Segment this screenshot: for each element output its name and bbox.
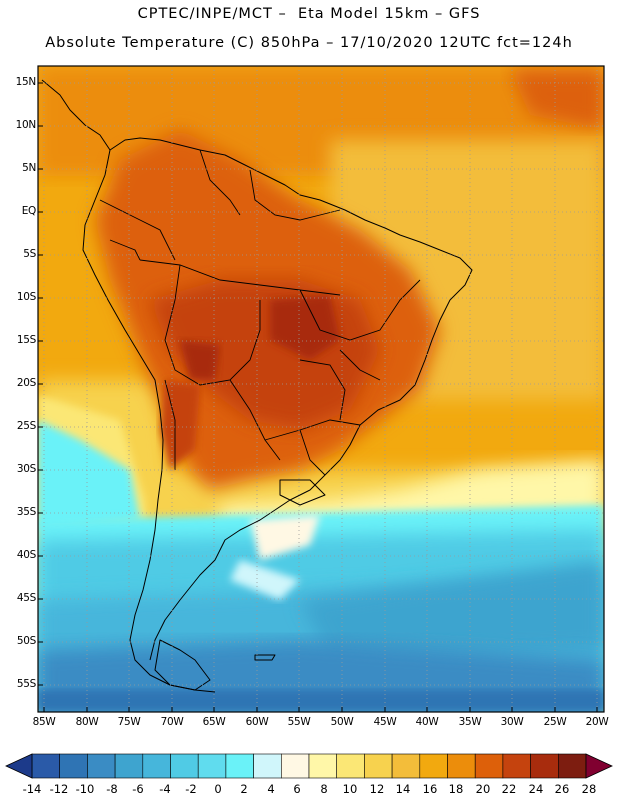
colorbar-min-arrow	[5, 753, 33, 779]
colorbar-swatch	[557, 753, 587, 779]
lon-label: 70W	[160, 716, 184, 728]
colorbar-label: -10	[75, 782, 95, 796]
colorbar-label: -12	[49, 782, 69, 796]
colorbar-swatch	[308, 753, 338, 779]
colorbar-swatch	[391, 753, 421, 779]
colorbar-swatch	[530, 753, 559, 779]
lat-label: EQ	[21, 205, 37, 217]
colorbar-swatch	[225, 753, 254, 779]
lon-label: 80W	[75, 716, 99, 728]
colorbar-label: -8	[106, 782, 118, 796]
colorbar-swatch	[114, 753, 144, 779]
colorbar-swatch	[87, 753, 116, 779]
colorbar-label: 2	[240, 782, 248, 796]
lat-label: 20S	[16, 377, 36, 389]
colorbar-label: 8	[320, 782, 328, 796]
lon-label: 65W	[202, 716, 226, 728]
lat-label: 15N	[15, 76, 37, 88]
colorbar-swatch	[280, 753, 310, 779]
colorbar-label: 22	[501, 782, 517, 796]
lon-label: 25W	[543, 716, 567, 728]
colorbar-label: 26	[554, 782, 570, 796]
colorbar-label: 20	[475, 782, 491, 796]
lon-label: 50W	[330, 716, 354, 728]
lat-label: 10S	[16, 291, 36, 303]
lat-label: 55S	[16, 678, 36, 690]
colorbar-label: 28	[581, 782, 597, 796]
lon-label: 45W	[373, 716, 397, 728]
map-frame	[37, 65, 605, 713]
lat-label: 30S	[16, 463, 36, 475]
lat-label: 45S	[16, 592, 36, 604]
colorbar-label: 18	[448, 782, 464, 796]
country-borders	[99, 149, 421, 476]
colorbar-swatch	[142, 753, 171, 779]
colorbar-label: 6	[293, 782, 301, 796]
lon-label: 35W	[458, 716, 482, 728]
lat-label: 5N	[22, 162, 36, 174]
colorbar-swatch	[253, 753, 282, 779]
lon-label: 60W	[245, 716, 269, 728]
lat-label: 25S	[16, 420, 36, 432]
lon-label: 40W	[415, 716, 439, 728]
chart-title-line2: Absolute Temperature (C) 850hPa – 17/10/…	[45, 35, 573, 51]
colorbar-label: -14	[22, 782, 42, 796]
lon-label: 55W	[287, 716, 311, 728]
colorbar-swatch	[170, 753, 199, 779]
colorbar-swatch	[59, 753, 88, 779]
lon-label: 20W	[585, 716, 609, 728]
colorbar-swatch	[474, 753, 504, 779]
colorbar-swatches	[31, 753, 587, 779]
lon-label: 75W	[117, 716, 141, 728]
colorbar-swatch	[31, 753, 61, 779]
colorbar-max-arrow	[585, 753, 613, 779]
temperature-field	[38, 66, 604, 712]
colorbar-label: -4	[159, 782, 171, 796]
colorbar-swatch	[447, 753, 476, 779]
colorbar-label: 12	[369, 782, 385, 796]
colorbar-label: -2	[185, 782, 197, 796]
lat-label: 50S	[16, 635, 36, 647]
lat-label: 5S	[23, 248, 36, 260]
lat-label: 10N	[15, 119, 37, 131]
lat-label: 40S	[16, 549, 36, 561]
colorbar-label: 0	[214, 782, 222, 796]
colorbar-swatch	[336, 753, 365, 779]
colorbar	[5, 753, 613, 779]
lon-label: 30W	[500, 716, 524, 728]
colorbar-label: -6	[132, 782, 144, 796]
lat-label: 15S	[16, 334, 36, 346]
colorbar-label: 10	[342, 782, 358, 796]
colorbar-swatch	[419, 753, 448, 779]
colorbar-label: 24	[528, 782, 544, 796]
chart-title-line1: CPTEC/INPE/MCT – Eta Model 15km – GFS	[137, 6, 481, 22]
colorbar-swatch	[364, 753, 393, 779]
lat-label: 35S	[16, 506, 36, 518]
colorbar-label: 16	[422, 782, 438, 796]
axis-ticks	[38, 82, 598, 712]
colorbar-swatch	[502, 753, 531, 779]
lon-label: 85W	[32, 716, 56, 728]
colorbar-swatch	[197, 753, 227, 779]
colorbar-label: 4	[267, 782, 275, 796]
colorbar-label: 14	[395, 782, 411, 796]
